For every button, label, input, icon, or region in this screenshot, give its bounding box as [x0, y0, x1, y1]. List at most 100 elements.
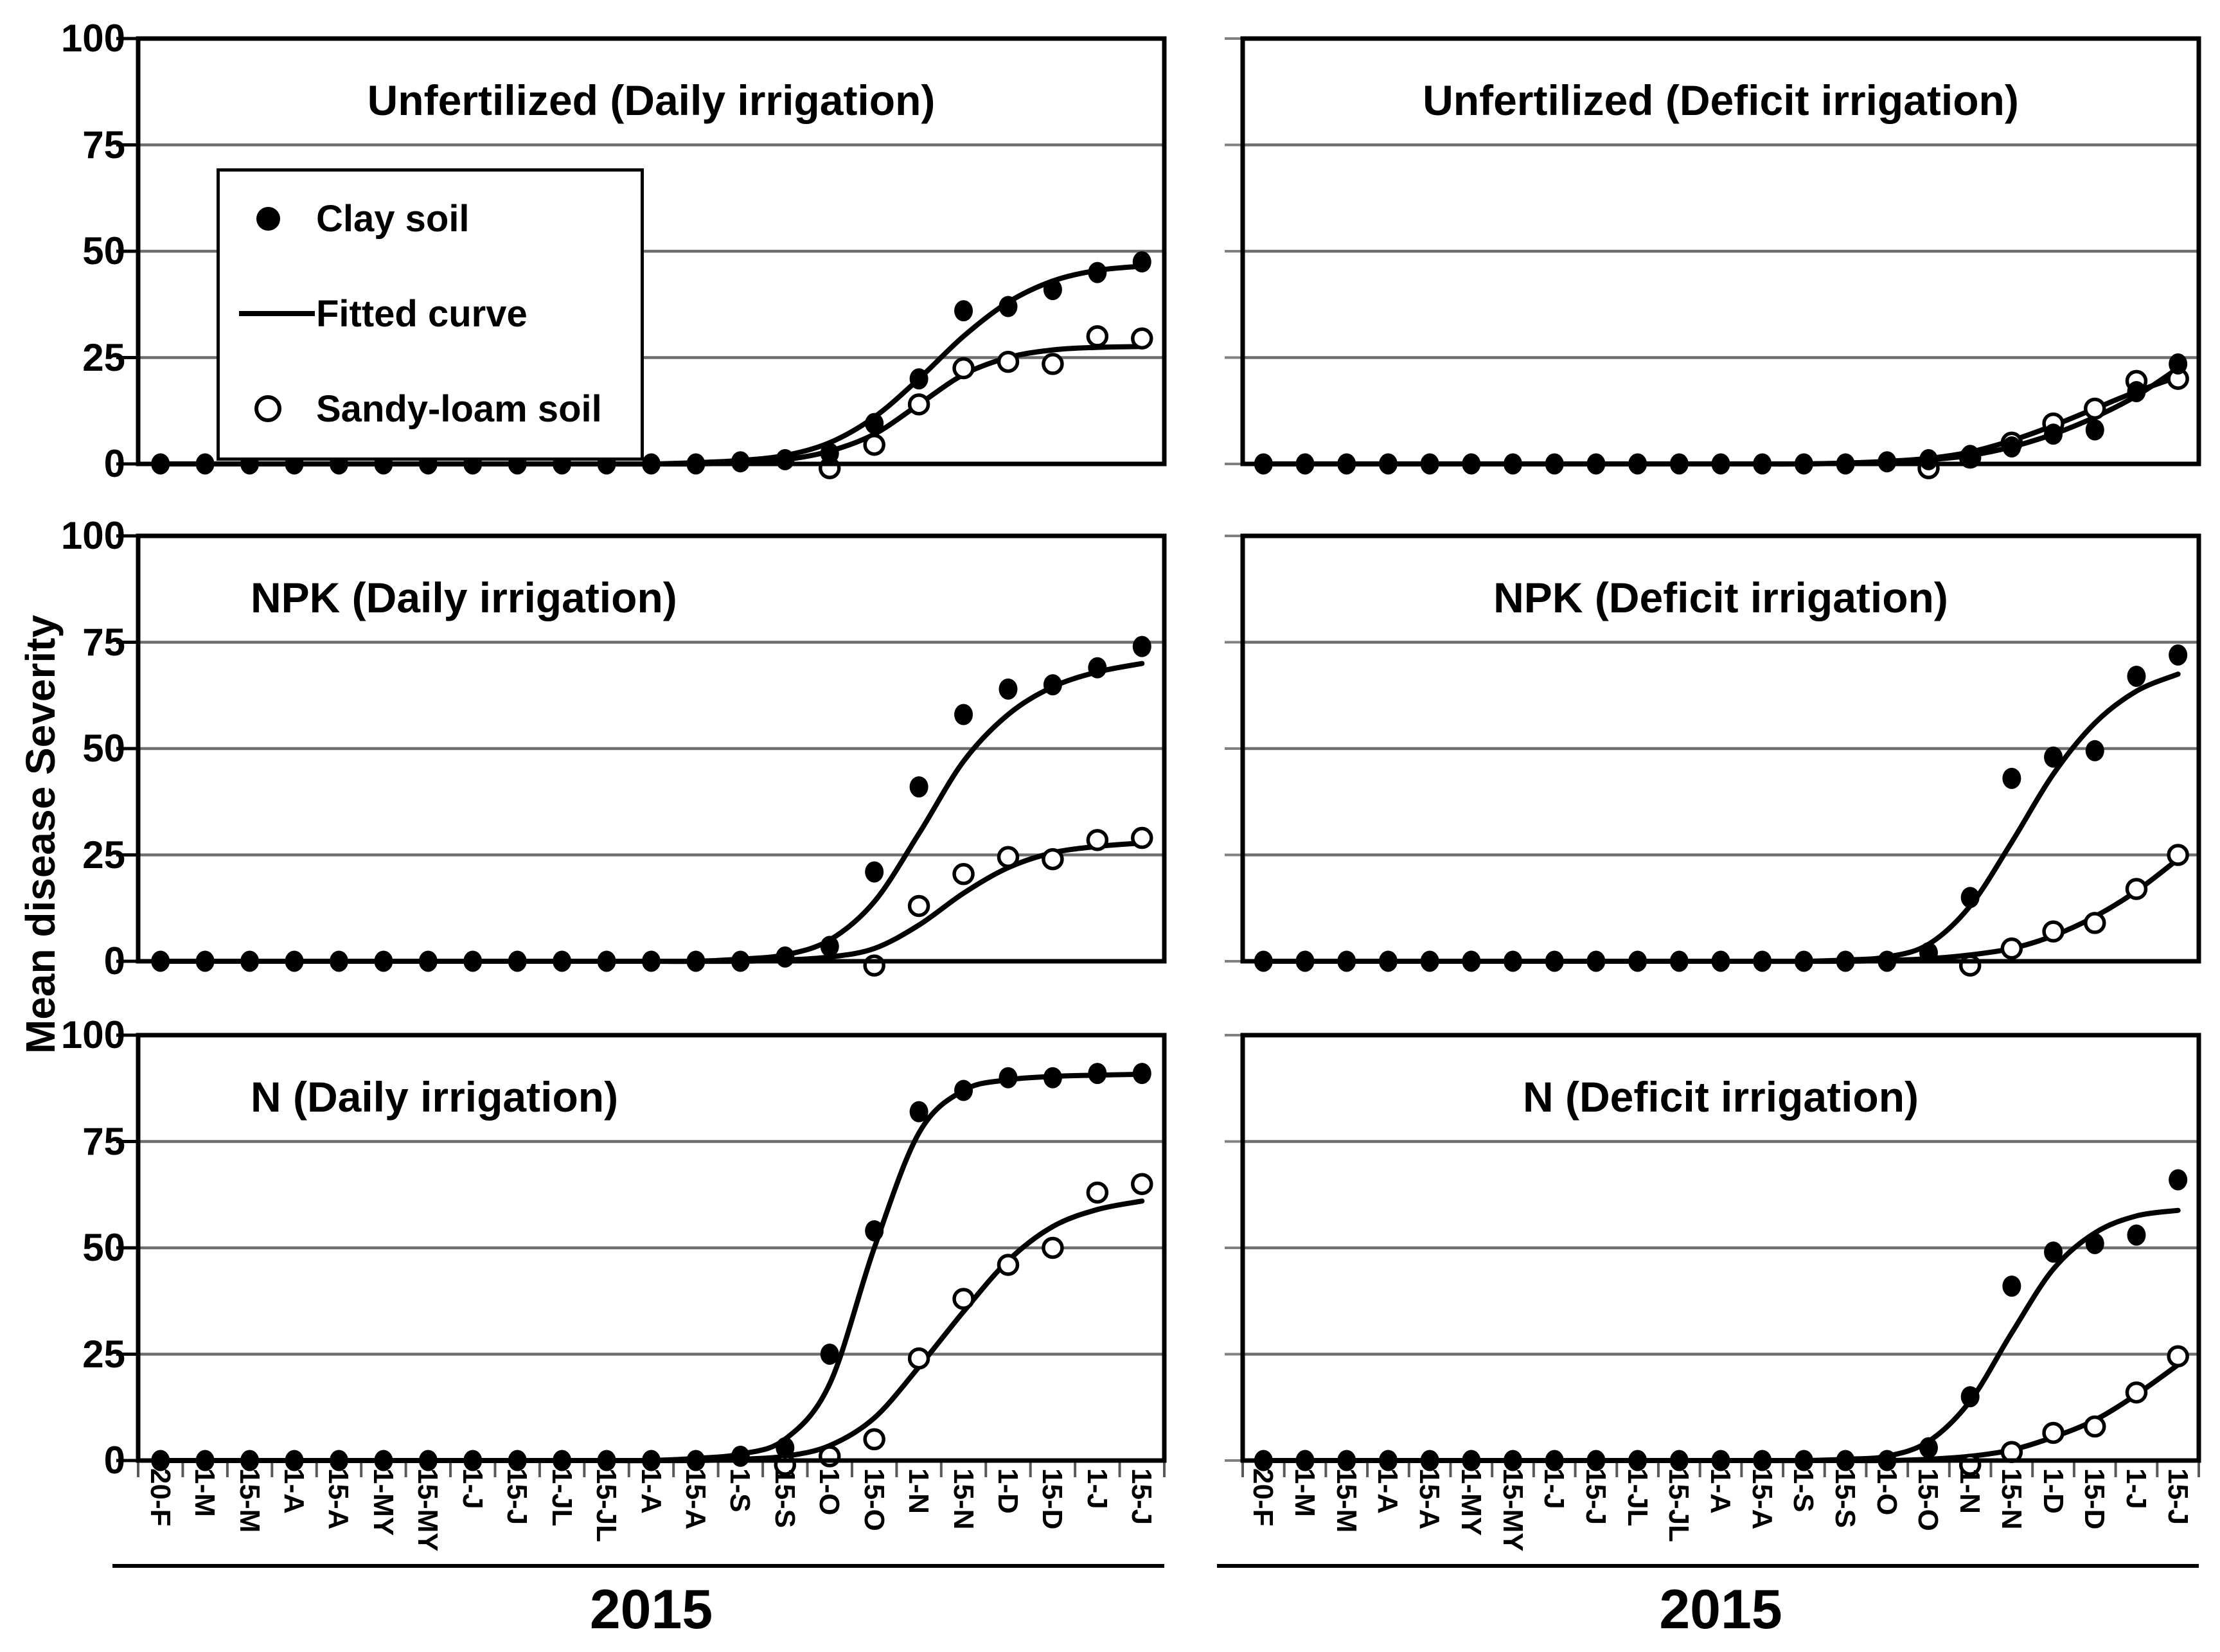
filled-circle-icon — [220, 206, 316, 231]
x-tick-label: 15-JL — [1663, 1468, 1695, 1542]
clay-point — [2002, 436, 2021, 458]
sandy-fitted-curve — [1261, 1362, 2181, 1464]
y-tick-label: 100 — [60, 514, 125, 557]
clay-point — [2002, 767, 2021, 789]
clay-fitted-curve — [157, 661, 1145, 964]
x-tick-label: 15-M — [233, 1468, 265, 1533]
panel-title: Unfertilized (Daily irrigation) — [367, 76, 936, 124]
x-axis-line — [1217, 1564, 2199, 1568]
clay-point — [865, 1220, 884, 1242]
sandy-point — [1086, 829, 1109, 851]
sandy-point — [2084, 1415, 2106, 1438]
clay-point — [2002, 1275, 2021, 1297]
x-axis-year-label: 2015 — [1659, 1579, 1782, 1640]
sandy-point — [2125, 1381, 2148, 1404]
x-tick-label: 1-O — [813, 1468, 846, 1516]
sandy-fitted-curve — [1261, 374, 2181, 467]
sandy-point — [1042, 1236, 1064, 1259]
x-tick-label: 1-A — [635, 1468, 667, 1514]
legend: Clay soil Fitted curve Sandy-loam soil — [217, 168, 644, 461]
x-tick-label: 1-A — [1372, 1468, 1404, 1514]
y-tick-label: 25 — [82, 1332, 125, 1376]
sandy-point — [1042, 353, 1064, 375]
clay-point — [999, 1067, 1018, 1088]
clay-point — [2169, 1169, 2188, 1191]
sandy-point — [2125, 878, 2148, 900]
clay-point — [1132, 1063, 1151, 1085]
y-axis-title: Mean disease Severity — [17, 614, 64, 1054]
y-tick-label: 75 — [82, 123, 125, 166]
clay-point — [1960, 887, 1980, 909]
fitted-line-icon — [239, 311, 315, 316]
y-tick-label: 50 — [82, 727, 125, 770]
y-tick-label: 25 — [82, 833, 125, 876]
sandy-point — [2084, 912, 2106, 934]
chart-canvas — [1225, 36, 2201, 479]
x-tick-label: 15-JL — [591, 1468, 623, 1542]
clay-fitted-curve — [1261, 671, 2181, 964]
x-tick-label: 1-M — [189, 1468, 221, 1517]
clay-point — [954, 300, 973, 322]
clay-point — [731, 1445, 750, 1467]
sandy-point — [818, 1445, 841, 1468]
chart-canvas — [116, 1033, 1167, 1477]
clay-fitted-curve — [157, 1071, 1145, 1464]
sandy-point — [997, 846, 1020, 869]
sandy-fitted-curve — [157, 840, 1145, 964]
clay-point — [2044, 1241, 2063, 1263]
panel-n-deficit: N (Deficit irrigation) — [1225, 1033, 2201, 1477]
clay-point — [1919, 1437, 1938, 1459]
x-tick-label: 1-S — [724, 1468, 756, 1513]
x-tick-label: 20-F — [144, 1468, 176, 1527]
clay-point — [909, 368, 928, 390]
clay-point — [865, 413, 884, 434]
y-tick-label: 50 — [82, 229, 125, 272]
panel-title: Unfertilized (Deficit irrigation) — [1423, 76, 2019, 124]
clay-point — [909, 1101, 928, 1123]
panel-title: NPK (Deficit irrigation) — [1493, 574, 1948, 621]
panel-unfertilized-daily: Unfertilized (Daily irrigation) Clay soil… — [116, 36, 1167, 479]
panel-title: N (Deficit irrigation) — [1522, 1073, 1919, 1121]
sandy-marker-icon — [254, 395, 281, 422]
x-tick-label: 1-J — [2120, 1468, 2152, 1509]
clay-point — [1919, 449, 1938, 470]
chart-canvas — [1225, 1033, 2201, 1477]
panel-unfertilized-deficit: Unfertilized (Deficit irrigation) — [1225, 36, 2201, 479]
clay-point — [1960, 1386, 1980, 1408]
clay-point — [2044, 746, 2063, 768]
x-tick-label: 1-M — [1289, 1468, 1321, 1517]
x-tick-label: 15-N — [1995, 1468, 2027, 1530]
x-tick-label: 1-S — [1788, 1468, 1820, 1513]
x-axis-line — [112, 1564, 1164, 1568]
x-axis-year-label: 2015 — [589, 1579, 713, 1640]
x-tick-label: 1-A — [278, 1468, 310, 1514]
chart-canvas — [116, 533, 1167, 977]
legend-label: Fitted curve — [316, 292, 528, 335]
x-tick-label: 15-O — [858, 1468, 890, 1531]
panel-border — [1240, 1033, 2201, 1463]
x-tick-label: 15-O — [1912, 1468, 1944, 1531]
clay-point — [1088, 1063, 1107, 1085]
clay-point — [776, 449, 795, 470]
x-tick-label: 15-J — [501, 1468, 533, 1525]
x-tick-label: 1-JL — [1621, 1468, 1653, 1527]
x-tick-label: 1-J — [456, 1468, 488, 1509]
y-tick-label: 75 — [82, 620, 125, 664]
clay-point — [1043, 674, 1062, 696]
x-tick-label: 1-O — [1870, 1468, 1903, 1516]
y-tick-label: 100 — [60, 1013, 125, 1056]
panel-border — [136, 1033, 1167, 1463]
sandy-point — [2084, 397, 2106, 420]
x-tick-label: 1-D — [2037, 1468, 2069, 1514]
sandy-point — [952, 357, 975, 380]
clay-point — [1088, 262, 1107, 283]
clay-marker-icon — [256, 206, 280, 231]
panel-n-daily: N (Daily irrigation) — [116, 1033, 1167, 1477]
x-tick-label: 15-J — [2162, 1468, 2194, 1525]
x-tick-label: 15-A — [323, 1468, 355, 1530]
legend-label: Sandy-loam soil — [316, 387, 602, 430]
clay-point — [820, 936, 839, 957]
sandy-point — [907, 1347, 930, 1370]
x-tick-label: 1-D — [991, 1468, 1024, 1514]
legend-item-fitted-line: Fitted curve — [220, 285, 631, 342]
